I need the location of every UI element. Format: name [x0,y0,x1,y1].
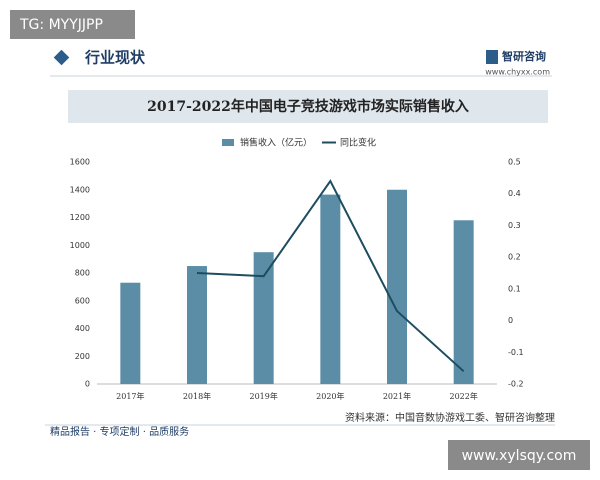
watermark-box [10,10,135,39]
y-tick-label: 0 [85,380,90,389]
bar [120,282,141,384]
y2-tick-label: 0.5 [508,158,521,167]
y2-tick-label: 0.4 [508,189,521,198]
y2-tick-label: -0.1 [508,348,524,357]
y2-tick-label: -0.2 [508,380,524,389]
footer: 精品报告 · 专项定制 · 品质服务 [50,425,189,438]
bar [187,266,207,384]
title-band [68,90,548,123]
bar [453,220,474,384]
x-tick-label: 2021年 [383,391,411,401]
legend-swatch [222,139,234,146]
chart-title: 2017-2022年中国电子竞技游戏市场实际销售收入 [147,98,469,115]
brand-url: www.chyxx.com [485,68,550,77]
bar [253,252,274,384]
brand-logo [486,50,498,64]
y-tick-label: 1400 [70,185,90,194]
watermark: TG: MYYJJPP [19,17,103,33]
y-tick-label: 1000 [70,241,90,250]
header-title: 行业现状 [84,49,146,67]
brand: 智研咨询 [502,49,546,63]
y-tick-label: 200 [75,352,90,361]
source: 资料来源：中国音数协游戏工委、智研咨询整理 [345,411,555,424]
x-tick-label: 2017年 [116,391,144,401]
y-tick-label: 400 [75,324,90,333]
bar [320,194,341,384]
y2-tick-label: 0.2 [508,253,521,262]
x-tick-label: 2020年 [316,391,344,401]
y-tick-label: 1600 [70,158,90,167]
y-tick-label: 800 [75,269,90,278]
line [196,179,465,373]
y2-tick-label: 0.3 [508,221,521,230]
header-icon [53,49,70,66]
y2-tick-label: 0.1 [508,284,521,293]
chart: 0 200 400 600 800 1000 1200 1400 1600 -0.2 -0.1 0 0.… [70,137,524,402]
watermark: www.xylsqy.com [462,448,577,464]
y-tick-label: 600 [75,296,90,305]
y2-tick-label: 0 [508,316,513,325]
x-tick-label: 2018年 [183,391,211,401]
legend-label: 销售收入（亿元） [240,137,312,149]
watermark-box [448,440,590,470]
x-tick-label: 2019年 [249,391,277,401]
bar [387,189,407,384]
x-tick-label: 2022年 [449,391,477,401]
y-tick-label: 1200 [70,213,90,222]
legend-label: 同比变化 [340,137,376,149]
